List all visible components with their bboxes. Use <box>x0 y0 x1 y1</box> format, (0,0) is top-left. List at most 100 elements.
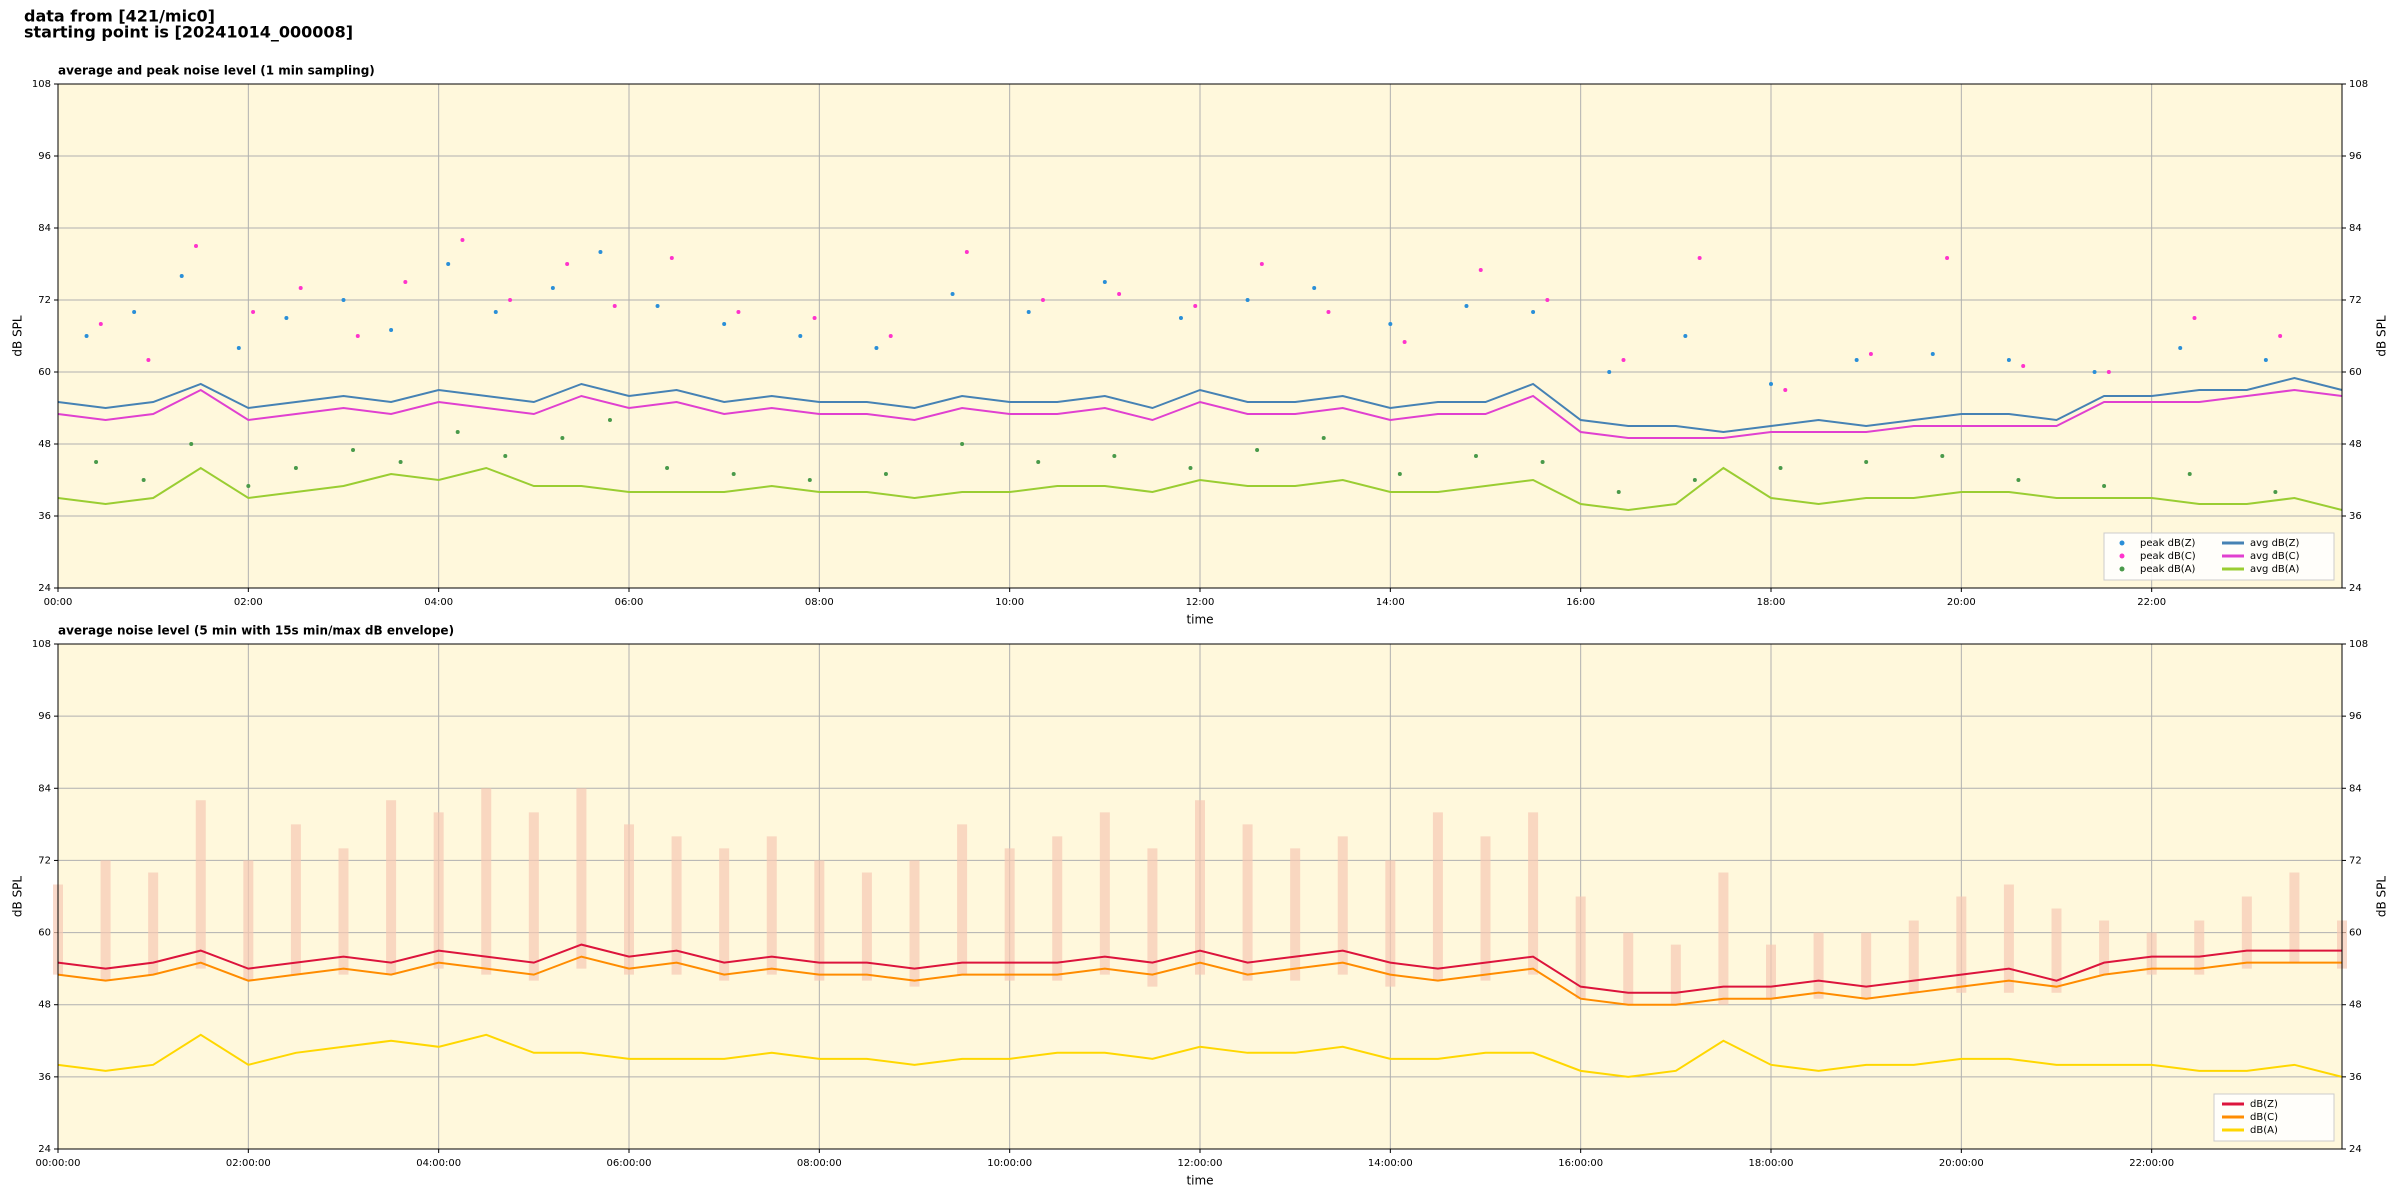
peak-point <box>874 346 879 350</box>
peak-point <box>1193 304 1198 308</box>
series-line <box>57 943 2342 994</box>
peak-point <box>888 334 893 338</box>
x-tick-label: 12:00 <box>1186 597 1215 608</box>
peak-point <box>669 256 674 260</box>
chart-title: average noise level (5 min with 15s min/… <box>58 624 454 638</box>
peak-point <box>1397 472 1402 476</box>
x-tick-label: 06:00:00 <box>607 1158 652 1169</box>
peak-point <box>1326 310 1331 314</box>
y-tick-label: 72 <box>38 855 51 866</box>
y-tick-label: 84 <box>38 783 51 794</box>
peak-point <box>1868 352 1873 356</box>
peak-point <box>179 274 184 278</box>
y-tick-label: 96 <box>38 711 51 722</box>
x-tick-label: 12:00:00 <box>1178 1158 1223 1169</box>
y-tick-label: 72 <box>38 295 51 306</box>
series-line <box>57 955 2342 1006</box>
peak-point <box>1778 466 1783 470</box>
peak-point <box>1616 490 1621 494</box>
peak-point <box>1473 454 1478 458</box>
x-axis-label: time <box>1186 613 1213 627</box>
legend-label: avg dB(Z) <box>2250 538 2300 549</box>
peak-point <box>731 472 736 476</box>
peak-point <box>807 478 812 482</box>
peak-point <box>1040 298 1045 302</box>
peak-point <box>351 448 356 452</box>
peak-point <box>146 358 151 362</box>
legend-label: peak dB(A) <box>2140 564 2196 575</box>
y-tick-label: 108 <box>2349 639 2368 650</box>
peak-point <box>446 262 451 266</box>
y-tick-label: 108 <box>32 639 51 650</box>
peak-point <box>722 322 727 326</box>
y-tick-label: 96 <box>2349 711 2362 722</box>
legend-label: dB(C) <box>2250 1112 2278 1123</box>
peak-point <box>1545 298 1550 302</box>
peak-point <box>2106 370 2111 374</box>
peak-point <box>1783 388 1788 392</box>
peak-point <box>550 286 555 290</box>
peak-point <box>1402 340 1407 344</box>
peak-point <box>1321 436 1326 440</box>
x-tick-label: 04:00:00 <box>416 1158 461 1169</box>
x-tick-label: 10:00 <box>995 597 1024 608</box>
y-tick-label: 60 <box>2349 367 2362 378</box>
y-tick-label: 24 <box>38 583 51 594</box>
peak-point <box>94 460 99 464</box>
peak-point <box>665 466 670 470</box>
x-tick-label: 06:00 <box>615 597 644 608</box>
y-tick-label: 96 <box>2349 151 2362 162</box>
peak-point <box>341 298 346 302</box>
peak-point <box>2273 490 2278 494</box>
peak-point <box>2092 370 2097 374</box>
y-tick-label: 72 <box>2349 295 2362 306</box>
peak-point <box>2263 358 2268 362</box>
y-tick-label: 60 <box>38 928 51 939</box>
y-tick-label: 108 <box>32 79 51 90</box>
peak-point <box>2021 364 2026 368</box>
x-tick-label: 04:00 <box>424 597 453 608</box>
plot-frame <box>57 643 2343 1150</box>
y-tick-label: 36 <box>2349 511 2362 522</box>
x-tick-label: 02:00 <box>234 597 263 608</box>
peak-point <box>598 250 603 254</box>
peak-point <box>355 334 360 338</box>
peak-point <box>1178 316 1183 320</box>
peak-point <box>1102 280 1107 284</box>
x-tick-label: 02:00:00 <box>226 1158 271 1169</box>
legend-label: peak dB(C) <box>2140 551 2196 562</box>
peak-point <box>655 304 660 308</box>
peak-point <box>2102 484 2107 488</box>
y-axis-label: dB SPL <box>2375 876 2389 918</box>
peak-point <box>1312 286 1317 290</box>
x-tick-label: 08:00:00 <box>797 1158 842 1169</box>
header-line: data from [421/mic0] <box>24 7 215 26</box>
peak-point <box>403 280 408 284</box>
y-tick-label: 36 <box>2349 1072 2362 1083</box>
peak-point <box>1930 352 1935 356</box>
peak-point <box>960 442 965 446</box>
peak-point <box>1026 310 1031 314</box>
peak-point <box>460 238 465 242</box>
peak-point <box>1478 268 1483 272</box>
y-tick-label: 24 <box>2349 583 2362 594</box>
legend-box <box>2103 532 2335 581</box>
y-axis-label: dB SPL <box>2375 315 2389 357</box>
peak-point <box>1769 382 1773 386</box>
peak-point <box>508 298 513 302</box>
peak-point <box>1864 460 1869 464</box>
y-tick-label: 84 <box>2349 783 2362 794</box>
x-tick-label: 18:00:00 <box>1749 1158 1794 1169</box>
y-tick-label: 96 <box>38 151 51 162</box>
y-tick-label: 84 <box>2349 223 2362 234</box>
peak-point <box>2278 334 2283 338</box>
peak-point <box>1697 256 1702 260</box>
y-tick-label: 24 <box>2349 1144 2362 1155</box>
peak-point <box>798 334 803 338</box>
peak-point <box>1112 454 1117 458</box>
peak-point <box>2006 358 2011 362</box>
legend-marker <box>2119 566 2125 572</box>
y-tick-label: 60 <box>38 367 51 378</box>
y-tick-label: 72 <box>2349 855 2362 866</box>
